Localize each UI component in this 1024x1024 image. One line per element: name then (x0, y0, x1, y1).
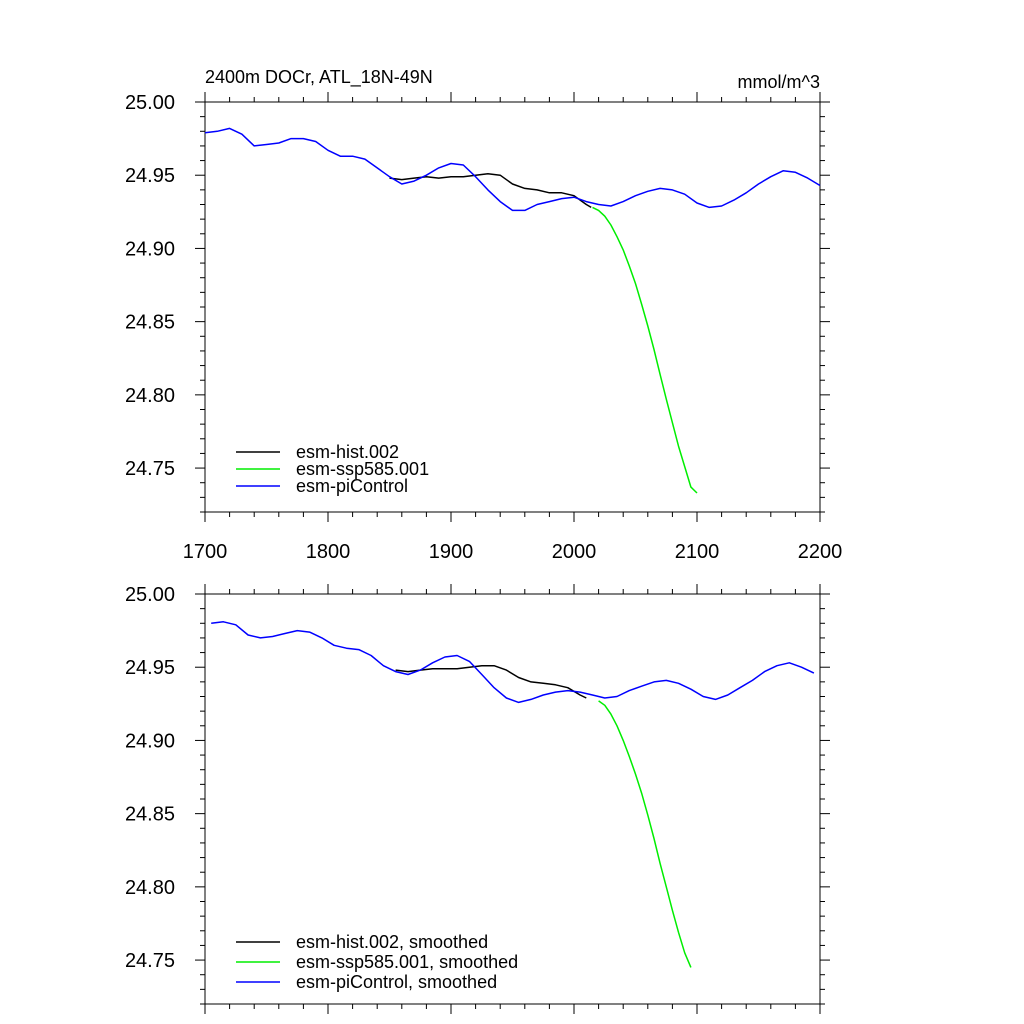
y-tick-label: 24.95 (125, 657, 175, 679)
series-line-1 (592, 206, 698, 494)
y-tick-label: 24.90 (125, 238, 175, 260)
legend-label: esm-hist.002 (296, 442, 399, 462)
y-tick-label: 24.95 (125, 165, 175, 187)
legend-label: esm-piControl (296, 476, 408, 496)
legend-label: esm-ssp585.001 (296, 459, 429, 479)
units-label: mmol/m^3 (738, 72, 820, 92)
top-panel: 25.00 24.95 24.90 24.85 24.80 24.75 1700 1800 19… (125, 67, 842, 563)
x-tick-label: 2100 (675, 541, 720, 563)
y-tick-label: 25.00 (125, 92, 175, 114)
legend-label: esm-ssp585.001, smoothed (296, 952, 518, 972)
bottom-panel: 25.00 24.95 24.90 24.85 24.80 24.75 esm-hist.0… (125, 584, 830, 1014)
legend-label: esm-piControl, smoothed (296, 972, 497, 992)
y-tick-label: 24.75 (125, 950, 175, 972)
chart-title: 2400m DOCr, ATL_18N-49N (205, 67, 433, 88)
y-tick-label: 24.80 (125, 385, 175, 407)
series-line-2 (211, 621, 815, 704)
y-tick-label: 24.85 (125, 804, 175, 826)
series-line-2 (204, 127, 821, 212)
x-tick-label: 1900 (429, 541, 474, 563)
legend-label: esm-hist.002, smoothed (296, 932, 488, 952)
series-line-1 (598, 700, 692, 968)
y-tick-label: 25.00 (125, 584, 175, 606)
x-tick-label: 2000 (552, 541, 597, 563)
x-tick-label: 2200 (798, 541, 843, 563)
y-tick-label: 24.85 (125, 312, 175, 334)
series-line-0 (395, 664, 587, 699)
y-tick-label: 24.75 (125, 458, 175, 480)
x-tick-label: 1700 (183, 541, 228, 563)
y-tick-label: 24.80 (125, 877, 175, 899)
x-tick-label: 1800 (306, 541, 351, 563)
y-tick-label: 24.90 (125, 730, 175, 752)
